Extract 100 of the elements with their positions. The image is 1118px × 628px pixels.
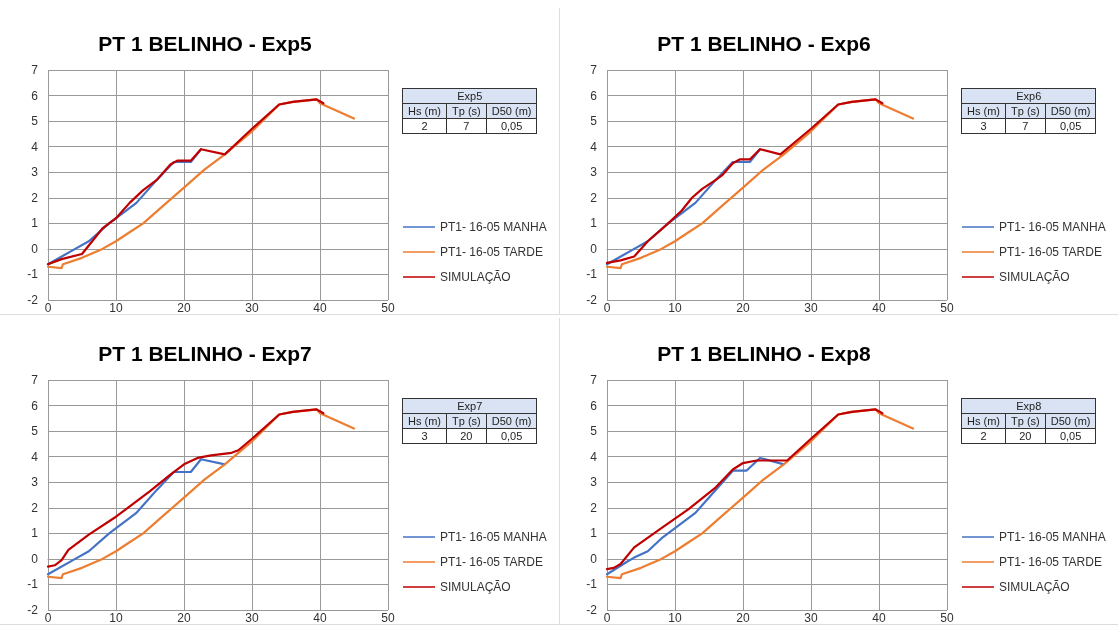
y-tick-label: 6 (590, 398, 598, 413)
text: Hs (m) (402, 413, 447, 429)
x-tick-label: 0 (44, 301, 52, 315)
y-tick-label: 2 (31, 190, 39, 205)
y-tick-label: 1 (31, 526, 39, 541)
text: D50 (m) (486, 413, 537, 429)
y-tick-label: 3 (31, 165, 39, 180)
y-tick-label: 0 (31, 241, 39, 256)
text: Hs (m) (961, 413, 1006, 429)
text: 7 (1005, 118, 1046, 134)
y-tick-label: 5 (31, 424, 39, 439)
legend-label: PT1- 16-05 TARDE (440, 245, 543, 259)
text: 2 (402, 118, 447, 134)
text: D50 (m) (1045, 103, 1096, 119)
y-tick-label: 1 (590, 216, 598, 231)
text: 7 (446, 118, 487, 134)
y-tick-label: 6 (31, 88, 39, 103)
text: Exp6 (961, 88, 1096, 104)
legend-label: SIMULAÇÃO (440, 270, 511, 284)
y-tick-label: 3 (590, 165, 598, 180)
text: Tp (s) (446, 103, 487, 119)
y-tick-label: -1 (586, 577, 598, 592)
chart-title: PT 1 BELINHO - Exp6 (657, 32, 871, 55)
y-tick-label: 3 (590, 475, 598, 490)
y-tick-label: 0 (590, 241, 598, 256)
y-tick-label: -1 (27, 267, 39, 282)
legend-label: SIMULAÇÃO (999, 580, 1070, 594)
text: 3 (961, 118, 1006, 134)
x-tick-label: 30 (804, 301, 818, 315)
chart-title: PT 1 BELINHO - Exp5 (98, 32, 313, 55)
y-tick-label: 2 (590, 190, 598, 205)
text: D50 (m) (486, 103, 537, 119)
x-tick-label: 20 (177, 301, 191, 315)
y-tick-label: 0 (590, 551, 598, 566)
text: Exp7 (402, 398, 537, 414)
y-tick-label: -2 (586, 603, 598, 617)
text: 20 (446, 428, 487, 444)
x-tick-label: 0 (603, 301, 611, 315)
y-tick-label: -2 (27, 603, 39, 617)
x-tick-label: 10 (668, 301, 682, 315)
y-tick-label: 6 (590, 88, 598, 103)
line-series (46, 408, 325, 568)
legend-label: PT1- 16-05 MANHA (440, 220, 547, 234)
x-tick-label: 50 (940, 301, 954, 315)
y-tick-label: -2 (27, 293, 39, 307)
x-tick-label: 40 (313, 301, 327, 315)
text: Hs (m) (961, 103, 1006, 119)
x-tick-label: 10 (668, 611, 682, 625)
x-tick-label: 40 (872, 611, 886, 625)
y-tick-label: 4 (590, 449, 598, 464)
x-tick-label: 40 (872, 301, 886, 315)
line-series (605, 456, 785, 576)
y-tick-label: 0 (31, 551, 39, 566)
legend-label: PT1- 16-05 TARDE (440, 555, 543, 569)
y-tick-label: 5 (590, 424, 598, 439)
x-tick-label: 20 (736, 611, 750, 625)
text: 0,05 (486, 428, 537, 444)
chart-title: PT 1 BELINHO - Exp8 (657, 342, 872, 365)
text: Hs (m) (402, 103, 447, 119)
text: 3 (402, 428, 447, 444)
y-tick-label: 4 (31, 449, 39, 464)
legend-label: PT1- 16-05 MANHA (999, 220, 1106, 234)
legend-label: PT1- 16-05 TARDE (999, 555, 1102, 569)
legend-label: PT1- 16-05 MANHA (440, 530, 547, 544)
text: 20 (1005, 428, 1046, 444)
legend-label: SIMULAÇÃO (999, 270, 1070, 284)
y-tick-label: 3 (31, 475, 39, 490)
y-tick-label: 1 (31, 216, 39, 231)
y-tick-label: 5 (31, 114, 39, 129)
y-tick-label: 4 (31, 139, 39, 154)
text: 2 (961, 428, 1006, 444)
x-tick-label: 30 (245, 611, 259, 625)
text: Exp8 (961, 398, 1096, 414)
y-tick-label: 4 (590, 139, 598, 154)
y-tick-label: 1 (590, 526, 598, 541)
x-tick-label: 20 (177, 611, 191, 625)
y-tick-label: -1 (27, 577, 39, 592)
x-tick-label: 10 (109, 301, 123, 315)
legend-label: PT1- 16-05 TARDE (999, 245, 1102, 259)
legend-label: PT1- 16-05 MANHA (999, 530, 1106, 544)
text: Tp (s) (1005, 413, 1046, 429)
x-tick-label: 50 (381, 611, 395, 625)
y-tick-label: -2 (586, 293, 598, 307)
x-tick-label: 40 (313, 611, 327, 625)
x-tick-label: 0 (603, 611, 611, 625)
y-tick-label: 6 (31, 398, 39, 413)
text: D50 (m) (1045, 413, 1096, 429)
legend-label: SIMULAÇÃO (440, 580, 511, 594)
chart-title: PT 1 BELINHO - Exp7 (98, 342, 312, 365)
text: 0,05 (1045, 428, 1096, 444)
text: Tp (s) (1005, 103, 1046, 119)
x-tick-label: 30 (804, 611, 818, 625)
y-tick-label: 7 (590, 63, 598, 77)
x-tick-label: 30 (245, 301, 259, 315)
y-tick-label: 2 (31, 500, 39, 515)
x-tick-label: 20 (736, 301, 750, 315)
text: Exp5 (402, 88, 537, 104)
x-tick-label: 0 (44, 611, 52, 625)
text: 0,05 (1045, 118, 1096, 134)
y-tick-label: 7 (31, 373, 39, 387)
